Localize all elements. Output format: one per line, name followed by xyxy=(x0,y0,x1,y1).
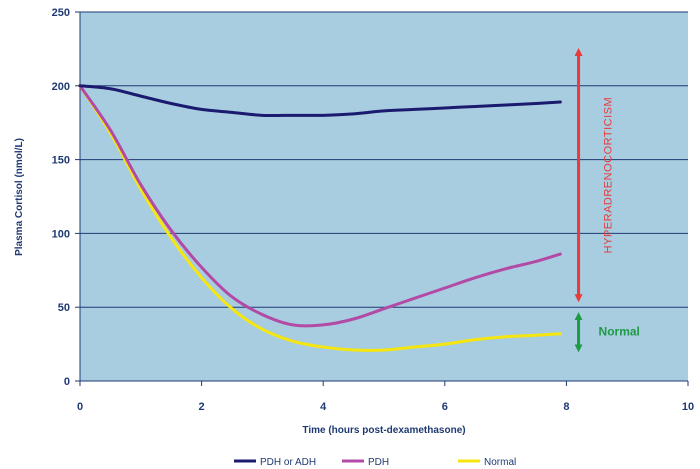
grid-lines xyxy=(80,11,688,308)
annotation-normal: Normal xyxy=(574,312,640,353)
series-line-pdh xyxy=(78,84,562,328)
legend: PDH or ADH PDH Normal xyxy=(234,457,516,468)
series-line-pdh-or-adh xyxy=(78,84,562,118)
y-tick-label: 150 xyxy=(52,155,70,167)
series-lines xyxy=(78,84,562,352)
series-line-normal xyxy=(78,84,562,352)
y-ticks: 0 50 100 150 200 250 xyxy=(52,7,80,388)
x-tick-label: 4 xyxy=(320,401,327,413)
legend-label-pdh-or-adh: PDH or ADH xyxy=(260,457,316,468)
x-ticks: 0 2 4 6 8 10 xyxy=(77,381,694,413)
y-axis-label: Plasma Cortisol (nmol/L) xyxy=(14,138,25,256)
y-tick-label: 200 xyxy=(52,81,70,93)
y-tick-label: 250 xyxy=(52,7,70,19)
y-tick-label: 50 xyxy=(58,302,70,314)
annotation-hyperadrenocorticism: HYPERADRENOCORTICISM xyxy=(574,47,615,303)
x-tick-label: 6 xyxy=(442,401,448,413)
x-tick-label: 2 xyxy=(199,401,205,413)
x-tick-label: 10 xyxy=(682,401,694,413)
normal-label: Normal xyxy=(599,324,640,338)
x-axis-label: Time (hours post-dexamethasone) xyxy=(302,425,465,436)
legend-label-normal: Normal xyxy=(484,457,516,468)
hyperadrenocorticism-label: HYPERADRENOCORTICISM xyxy=(603,97,615,253)
x-tick-label: 0 xyxy=(77,401,83,413)
y-tick-label: 0 xyxy=(64,376,70,388)
legend-label-pdh: PDH xyxy=(368,457,389,468)
x-tick-label: 8 xyxy=(563,401,569,413)
y-tick-label: 100 xyxy=(52,228,70,240)
plot-background xyxy=(80,12,688,381)
